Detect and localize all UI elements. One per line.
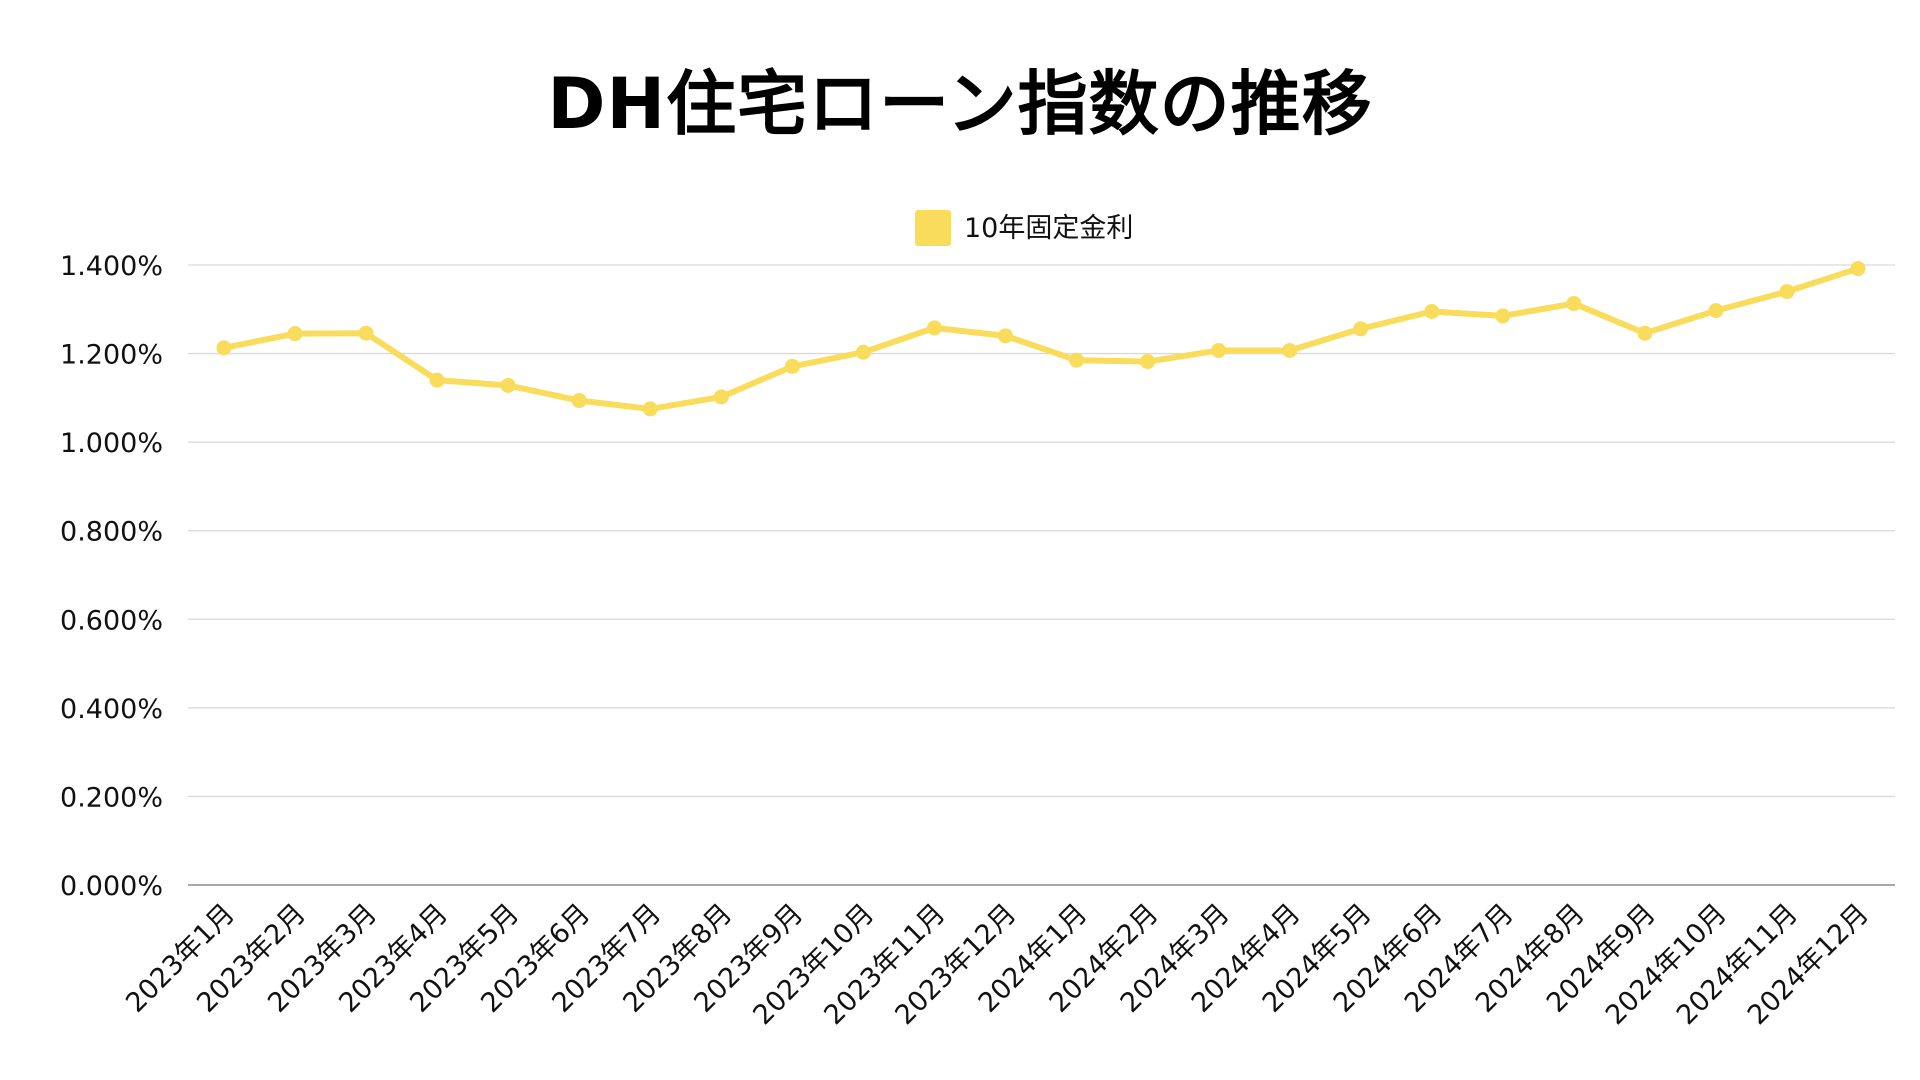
y-tick-label: 1.200%: [60, 340, 163, 371]
x-axis-ticks: 2023年1月2023年2月2023年3月2023年4月2023年5月2023年…: [120, 898, 1875, 1031]
data-point[interactable]: [1495, 308, 1511, 324]
data-point[interactable]: [926, 320, 942, 336]
data-point[interactable]: [997, 328, 1013, 344]
data-point[interactable]: [571, 393, 587, 409]
y-tick-label: 0.800%: [60, 517, 163, 548]
data-point[interactable]: [1282, 342, 1298, 358]
legend-swatch: [915, 210, 951, 246]
data-point[interactable]: [1779, 284, 1795, 300]
data-point[interactable]: [784, 358, 800, 374]
data-point[interactable]: [855, 344, 871, 360]
data-point[interactable]: [1850, 261, 1866, 277]
y-tick-label: 1.400%: [60, 251, 163, 282]
data-point[interactable]: [1069, 352, 1085, 368]
legend: 10年固定金利: [915, 210, 1133, 246]
data-point[interactable]: [713, 389, 729, 405]
data-point[interactable]: [1637, 325, 1653, 341]
data-point[interactable]: [216, 340, 232, 356]
y-tick-label: 0.400%: [60, 694, 163, 725]
data-point[interactable]: [500, 377, 516, 393]
grid: [188, 264, 1895, 886]
data-point[interactable]: [1140, 354, 1156, 370]
data-point[interactable]: [1353, 321, 1369, 337]
series-layer: [216, 261, 1866, 417]
y-tick-label: 0.000%: [60, 871, 163, 902]
data-point[interactable]: [642, 401, 658, 417]
data-point[interactable]: [1566, 296, 1582, 312]
series-line: [221, 265, 1861, 412]
data-point[interactable]: [1424, 304, 1440, 319]
y-tick-label: 0.200%: [60, 782, 163, 813]
data-point[interactable]: [1708, 303, 1724, 319]
data-point[interactable]: [287, 326, 303, 342]
legend-label: 10年固定金利: [964, 213, 1133, 244]
data-point[interactable]: [358, 325, 374, 341]
y-tick-label: 1.000%: [60, 428, 163, 459]
data-point[interactable]: [1211, 342, 1227, 358]
data-point[interactable]: [429, 372, 445, 388]
chart-title: DH住宅ローン指数の推移: [547, 63, 1373, 145]
y-axis-ticks: 0.000% 0.200% 0.400% 0.600% 0.800% 1.000% 1.20…: [60, 251, 163, 902]
y-tick-label: 0.600%: [60, 605, 163, 636]
